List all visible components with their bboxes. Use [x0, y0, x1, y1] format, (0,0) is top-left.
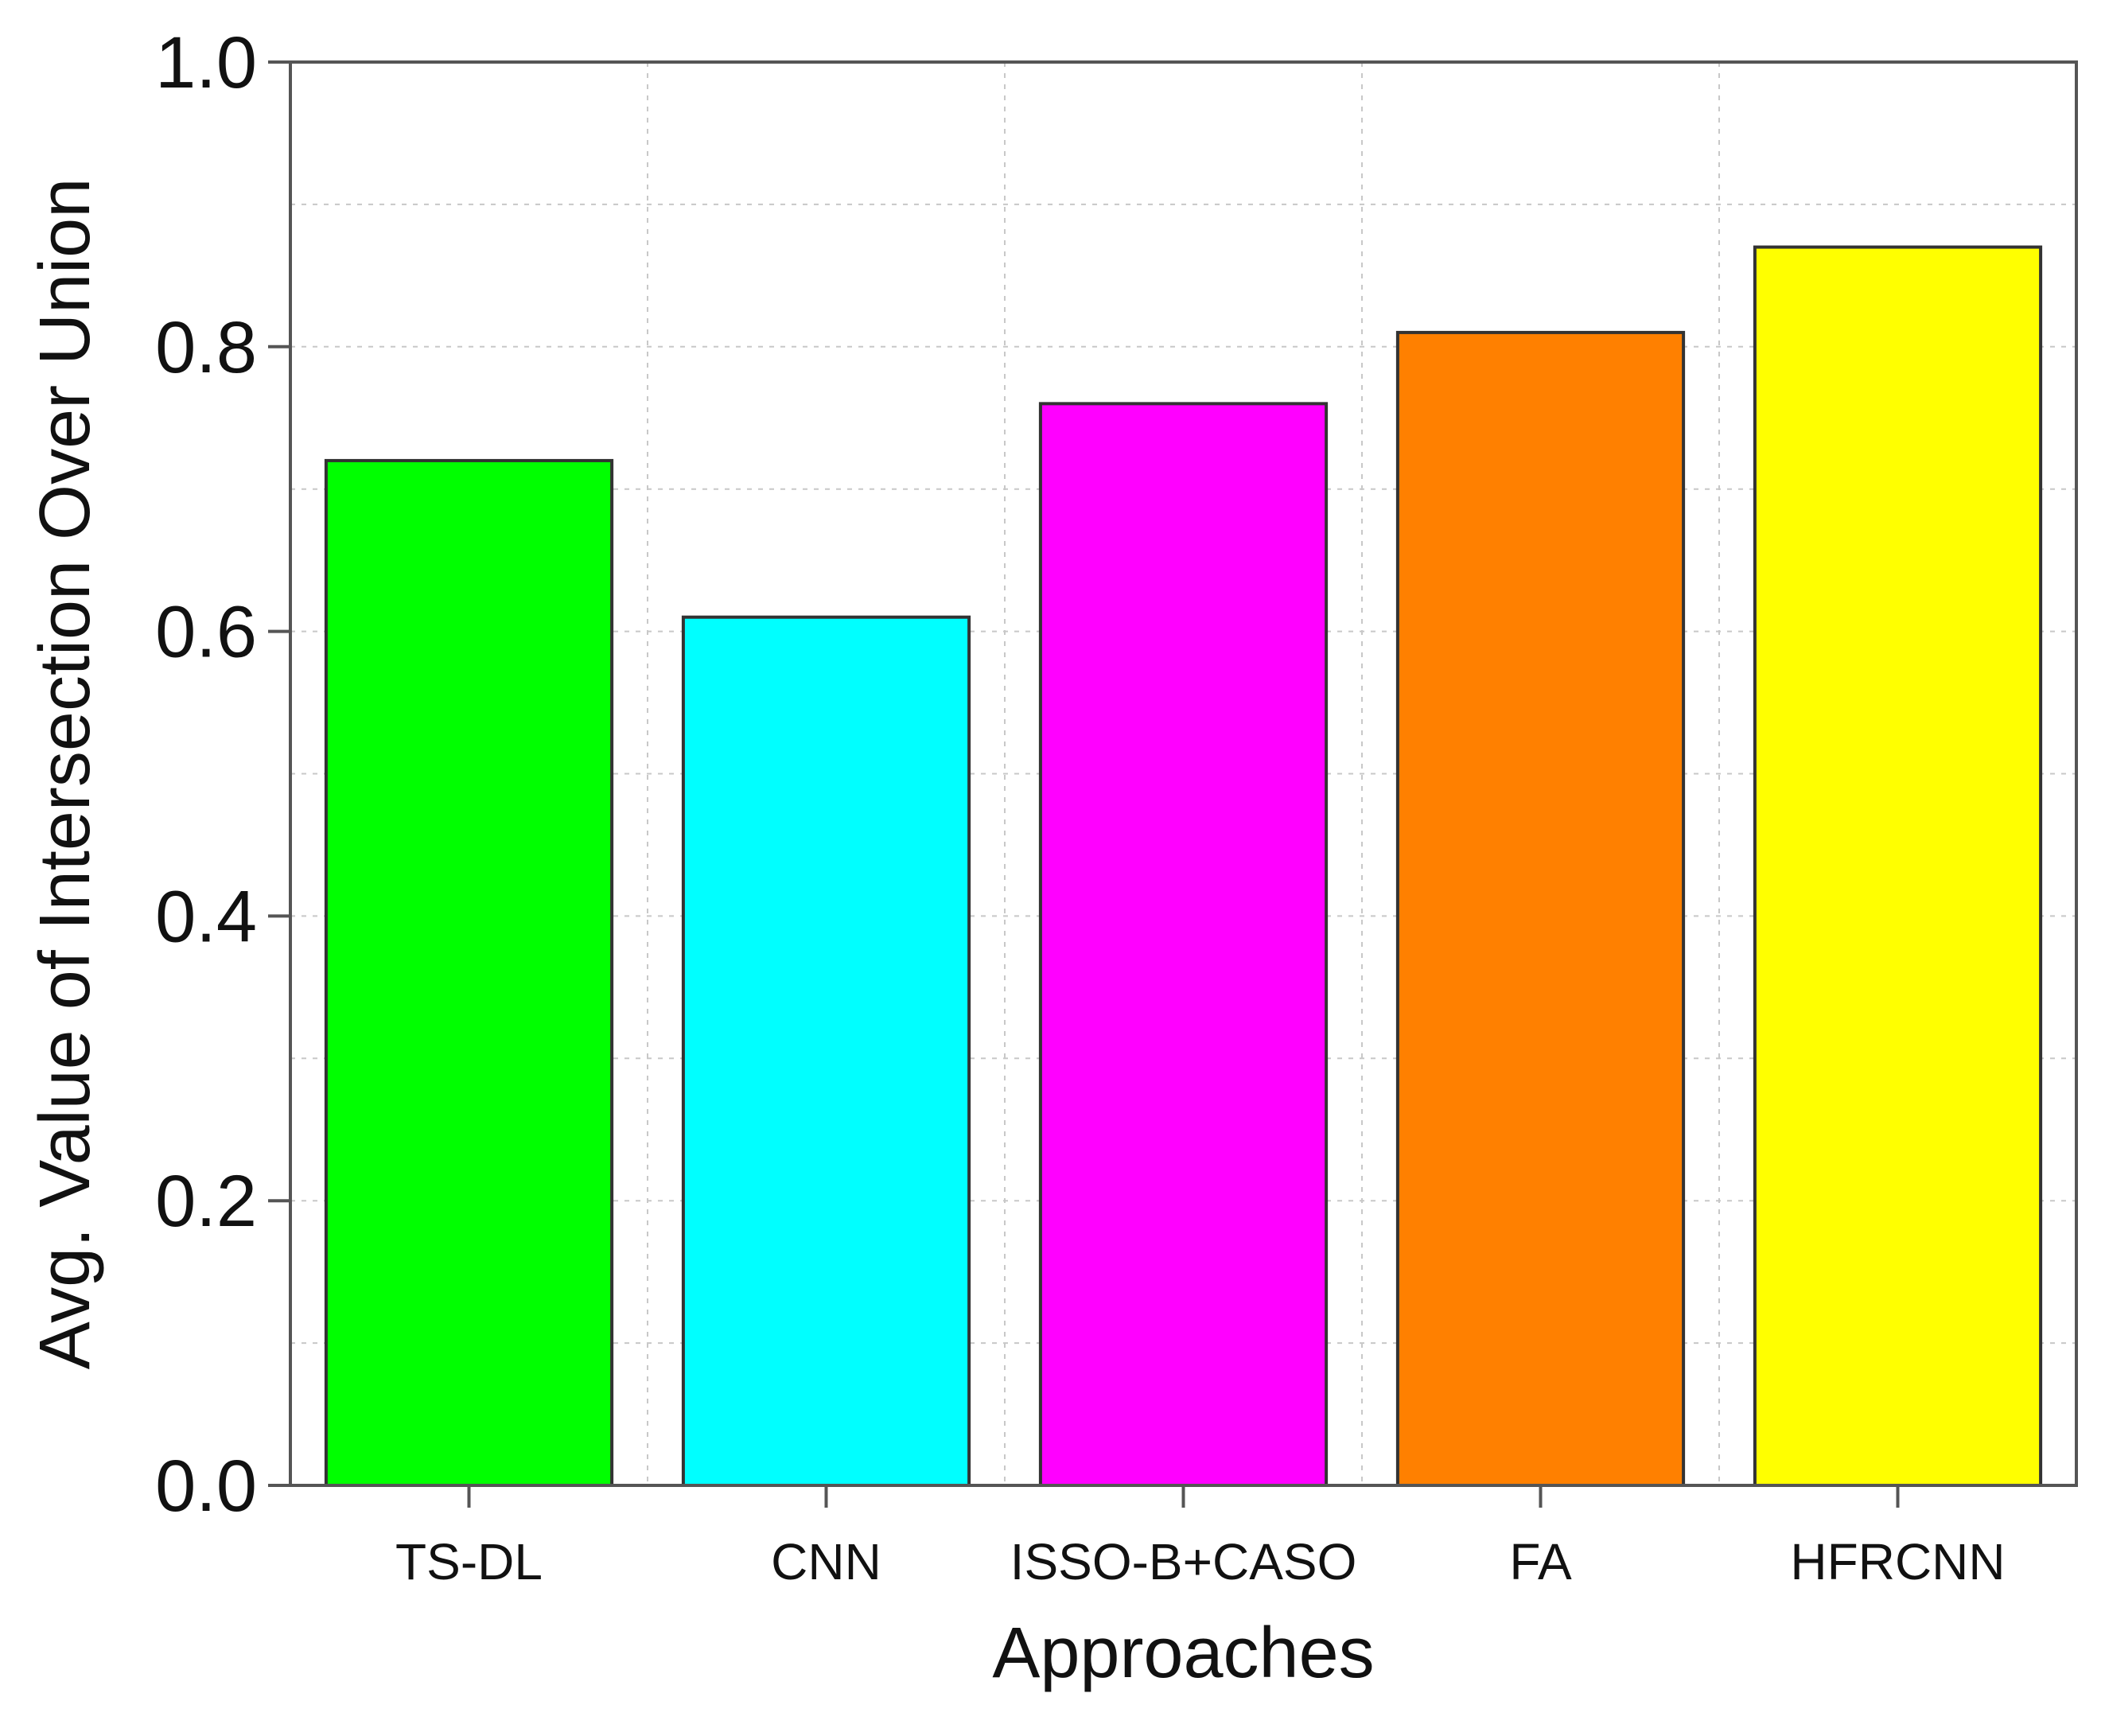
bar-fa: [1395, 330, 1686, 1487]
ticks-layer: [268, 60, 1900, 1508]
labels-layer: TS-DL CNN ISSO-B+CASO FA HFRCNN 0.0 0.2 0.4 0.6 0…: [155, 22, 2006, 1590]
bar-ts-dl: [324, 458, 614, 1487]
bar-hfrcnn: [1753, 245, 2043, 1488]
x-axis-title: Approaches: [992, 1613, 1374, 1693]
y-tick-label: 0.2: [155, 1161, 257, 1242]
bar-cnn: [681, 615, 971, 1488]
y-axis-title: Avg. Value of Intersection Over Union: [25, 178, 105, 1369]
y-tick-label: 0.4: [155, 876, 257, 957]
y-tick-label: 0.0: [155, 1446, 257, 1527]
y-tick-label: 0.8: [155, 307, 257, 388]
bar-isso-b-caso: [1038, 402, 1329, 1487]
x-tick-label: FA: [1509, 1533, 1572, 1590]
y-tick-label: 0.6: [155, 592, 257, 673]
y-tick-label: 1.0: [155, 22, 257, 103]
x-tick-label: TS-DL: [395, 1533, 543, 1590]
x-tick-label: ISSO-B+CASO: [1010, 1533, 1357, 1590]
bars-layer: [324, 245, 2043, 1488]
x-tick-label: CNN: [771, 1533, 881, 1590]
x-tick-label: HFRCNN: [1790, 1533, 2005, 1590]
